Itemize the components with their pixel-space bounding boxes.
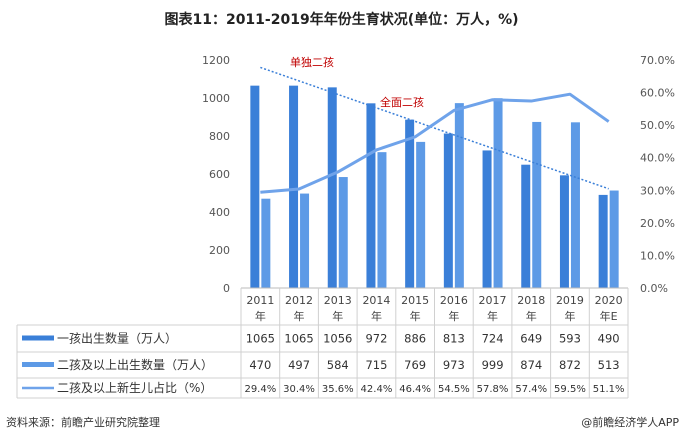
legend-label: 二孩及以上新生儿占比（%） xyxy=(57,380,212,395)
left-axis-tick: 1000 xyxy=(202,92,230,105)
category-label-year: 2017 xyxy=(479,294,507,307)
bar-second-child xyxy=(570,122,580,288)
brand-credit: @前瞻经济学人APP xyxy=(581,416,679,429)
left-axis-tick: 800 xyxy=(209,130,230,143)
table-cell: 973 xyxy=(443,358,465,372)
right-axis-tick: 30.0% xyxy=(640,184,675,197)
table-cell: 1056 xyxy=(323,332,352,346)
table-cell: 769 xyxy=(404,358,426,372)
table-cell: 999 xyxy=(482,358,504,372)
table-cell: 584 xyxy=(327,358,349,372)
chart-title: 图表11：2011-2019年年份生育状况(单位：万人，%) xyxy=(164,12,519,28)
right-axis-tick: 10.0% xyxy=(640,249,675,262)
right-axis-tick: 70.0% xyxy=(640,54,675,67)
left-axis-tick: 400 xyxy=(209,206,230,219)
legend-label: 二孩及以上出生数量（万人） xyxy=(57,357,213,372)
table-cell: 813 xyxy=(443,332,465,346)
table-cell: 51.1% xyxy=(593,384,625,395)
annotation-universal-two-child: 全面二孩 xyxy=(380,95,424,109)
table-cell: 593 xyxy=(559,332,581,346)
table-cell: 57.4% xyxy=(515,384,547,395)
bar-second-child xyxy=(338,177,348,288)
table-cell: 46.4% xyxy=(399,384,431,395)
table-cell: 490 xyxy=(598,332,620,346)
bar-first-child xyxy=(521,164,531,288)
right-axis-tick: 50.0% xyxy=(640,119,675,132)
category-label-year: 2020 xyxy=(595,294,623,307)
category-label-suffix: 年 xyxy=(448,309,459,323)
category-label-year: 2011 xyxy=(246,294,274,307)
table-cell: 30.4% xyxy=(283,384,315,395)
category-label-suffix: 年 xyxy=(487,309,498,323)
bar-first-child xyxy=(366,103,376,288)
bar-first-child xyxy=(289,85,299,289)
right-axis-tick: 60.0% xyxy=(640,87,675,100)
bar-first-child xyxy=(482,150,492,288)
category-label-suffix: 年 xyxy=(371,309,382,323)
trendline-first-child xyxy=(260,66,609,190)
line-second-child-share xyxy=(260,92,610,194)
bar-first-child xyxy=(598,194,608,288)
bar-first-child xyxy=(443,133,453,288)
table-cell: 649 xyxy=(520,332,542,346)
table-cell: 724 xyxy=(482,332,504,346)
left-axis-tick: 1200 xyxy=(202,54,230,67)
category-label-year: 2015 xyxy=(401,294,429,307)
category-label-year: 2018 xyxy=(517,294,545,307)
left-axis-tick: 200 xyxy=(209,244,230,257)
category-label-suffix: 年E xyxy=(600,309,618,323)
table-cell: 54.5% xyxy=(438,384,470,395)
table-cell: 29.4% xyxy=(244,384,276,395)
table-cell: 497 xyxy=(288,358,310,372)
bar-first-child xyxy=(327,87,337,288)
bar-first-child xyxy=(250,85,260,289)
bar-second-child xyxy=(493,98,503,288)
annotation-single-two-child: 单独二孩 xyxy=(290,56,334,69)
bar-second-child xyxy=(377,152,387,288)
bar-first-child xyxy=(559,175,569,288)
left-axis-tick: 0 xyxy=(223,282,230,295)
bar-second-child xyxy=(261,198,271,288)
table-cell: 1065 xyxy=(284,332,313,346)
table-cell: 972 xyxy=(365,332,387,346)
bar-second-child xyxy=(454,103,464,288)
table-cell: 1065 xyxy=(246,332,275,346)
category-label-year: 2014 xyxy=(362,294,390,307)
table-cell: 872 xyxy=(559,358,581,372)
bar-second-child xyxy=(609,190,619,288)
category-label-suffix: 年 xyxy=(332,309,343,323)
source-note: 资料来源：前瞻产业研究院整理 xyxy=(6,416,160,429)
bar-second-child xyxy=(532,121,542,288)
right-axis-tick: 0.0% xyxy=(640,282,668,295)
table-cell: 59.5% xyxy=(554,384,586,395)
table-cell: 715 xyxy=(365,358,387,372)
category-label-suffix: 年 xyxy=(294,309,305,323)
table-cell: 42.4% xyxy=(361,384,393,395)
bar-first-child xyxy=(405,119,415,288)
category-label-suffix: 年 xyxy=(410,309,421,323)
right-axis-tick: 20.0% xyxy=(640,217,675,230)
left-axis-tick: 600 xyxy=(209,168,230,181)
table-cell: 57.8% xyxy=(477,384,509,395)
category-label-year: 2019 xyxy=(556,294,584,307)
category-label-year: 2016 xyxy=(440,294,468,307)
legend-swatch xyxy=(22,335,54,341)
legend-label: 一孩出生数量（万人） xyxy=(57,331,177,346)
table-cell: 470 xyxy=(249,358,271,372)
legend-swatch xyxy=(22,362,54,367)
category-label-year: 2012 xyxy=(285,294,313,307)
table-cell: 886 xyxy=(404,332,426,346)
table-cell: 874 xyxy=(520,358,542,372)
category-label-suffix: 年 xyxy=(564,309,575,323)
right-axis-tick: 40.0% xyxy=(640,152,675,165)
bar-second-child xyxy=(300,193,310,288)
bar-second-child xyxy=(416,141,426,288)
category-label-suffix: 年 xyxy=(255,309,266,323)
table-cell: 35.6% xyxy=(322,384,354,395)
category-label-year: 2013 xyxy=(324,294,352,307)
table-cell: 513 xyxy=(598,358,620,372)
category-label-suffix: 年 xyxy=(526,309,537,323)
